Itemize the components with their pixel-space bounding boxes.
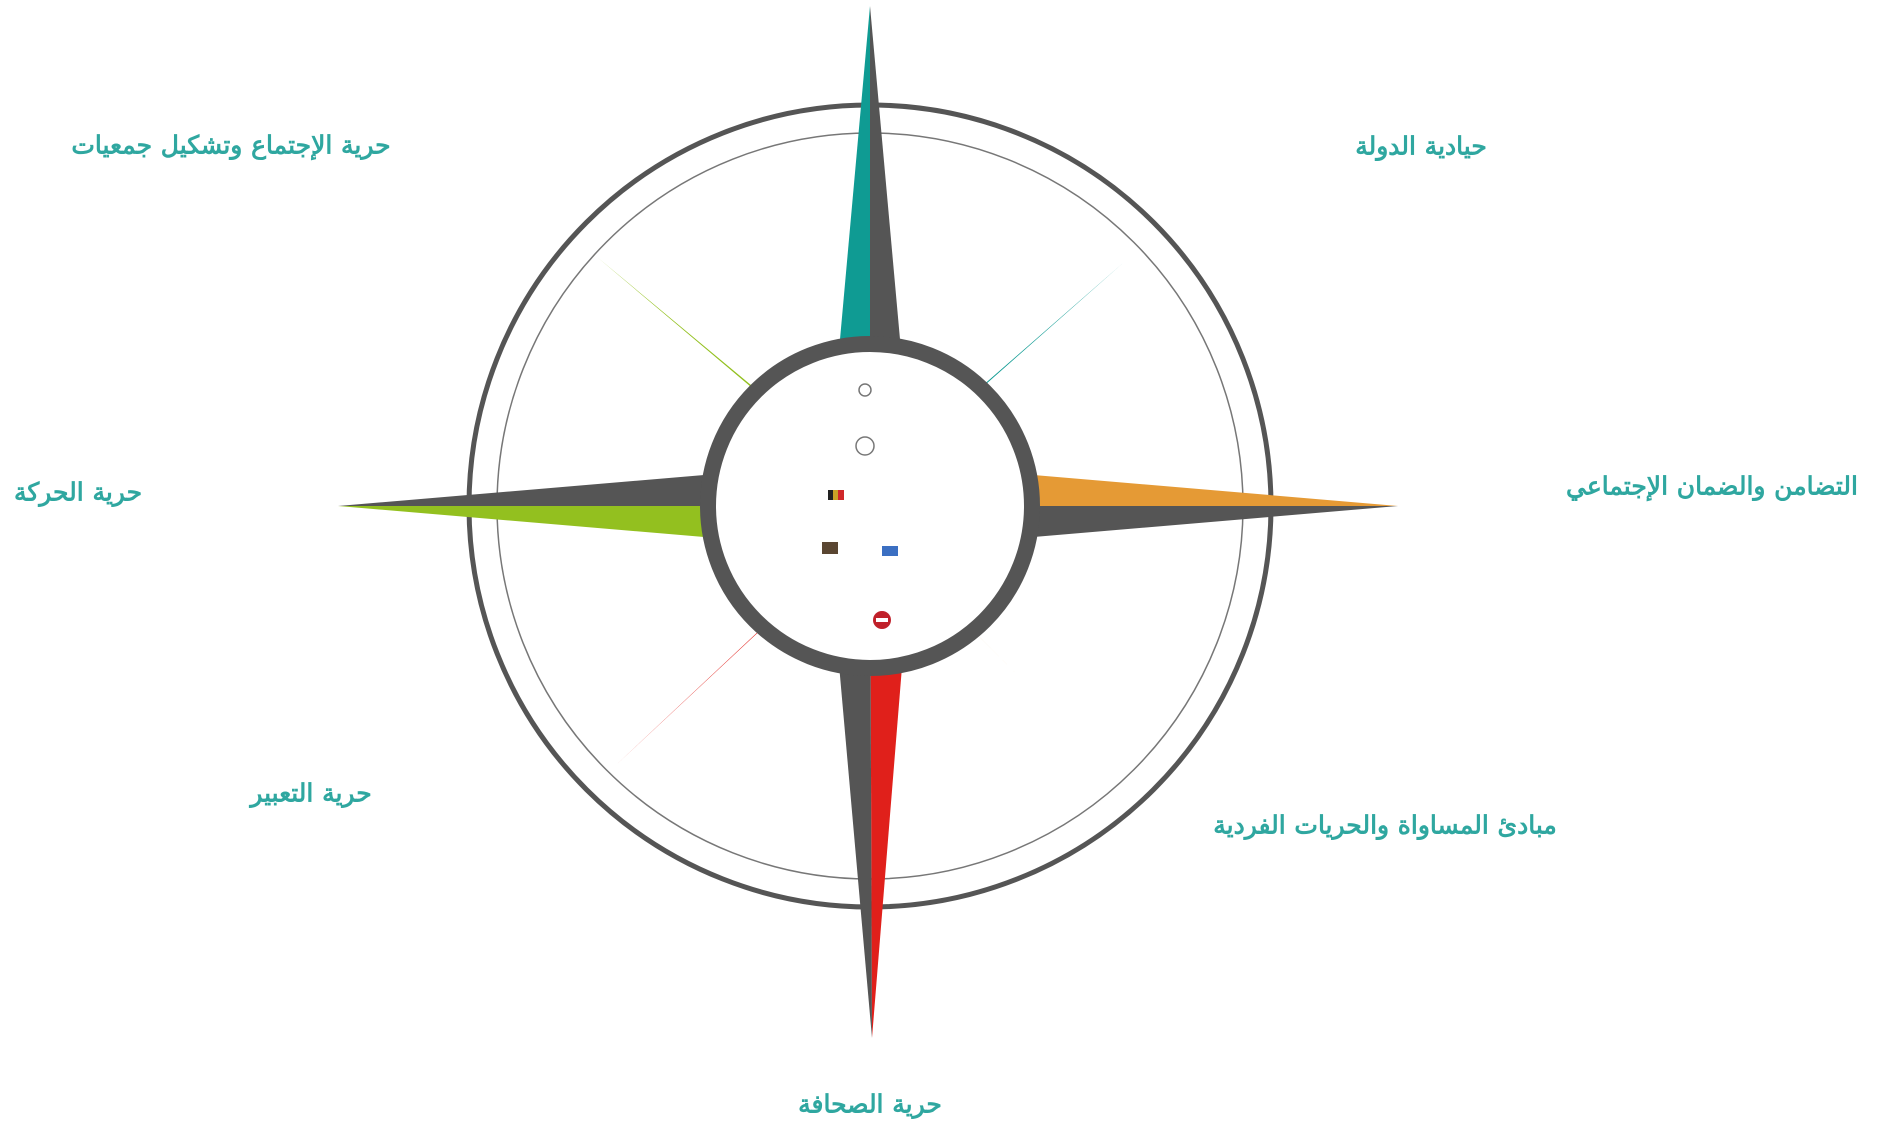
compass-diagram: حيادية الدولة التضامن والضمان الإجتماعي … <box>0 0 1879 1123</box>
flag-thumb <box>828 490 833 500</box>
label: حرية الحركة <box>14 478 142 508</box>
label: حيادية الدولة <box>1355 132 1487 162</box>
photo-thumb <box>882 546 898 556</box>
label: التضامن والضمان الإجتماعي <box>1566 472 1858 502</box>
stop-icon-bar <box>876 618 888 622</box>
flag-thumb <box>838 490 844 500</box>
photo-thumb <box>822 542 838 554</box>
compass <box>338 6 1398 1038</box>
label: حرية التعبير <box>248 779 371 809</box>
label: حرية الصحافة <box>798 1090 942 1120</box>
label: مبادئ المساواة والحريات الفردية <box>1213 811 1557 841</box>
label: حرية الإجتماع وتشكيل جمعيات <box>71 131 390 161</box>
